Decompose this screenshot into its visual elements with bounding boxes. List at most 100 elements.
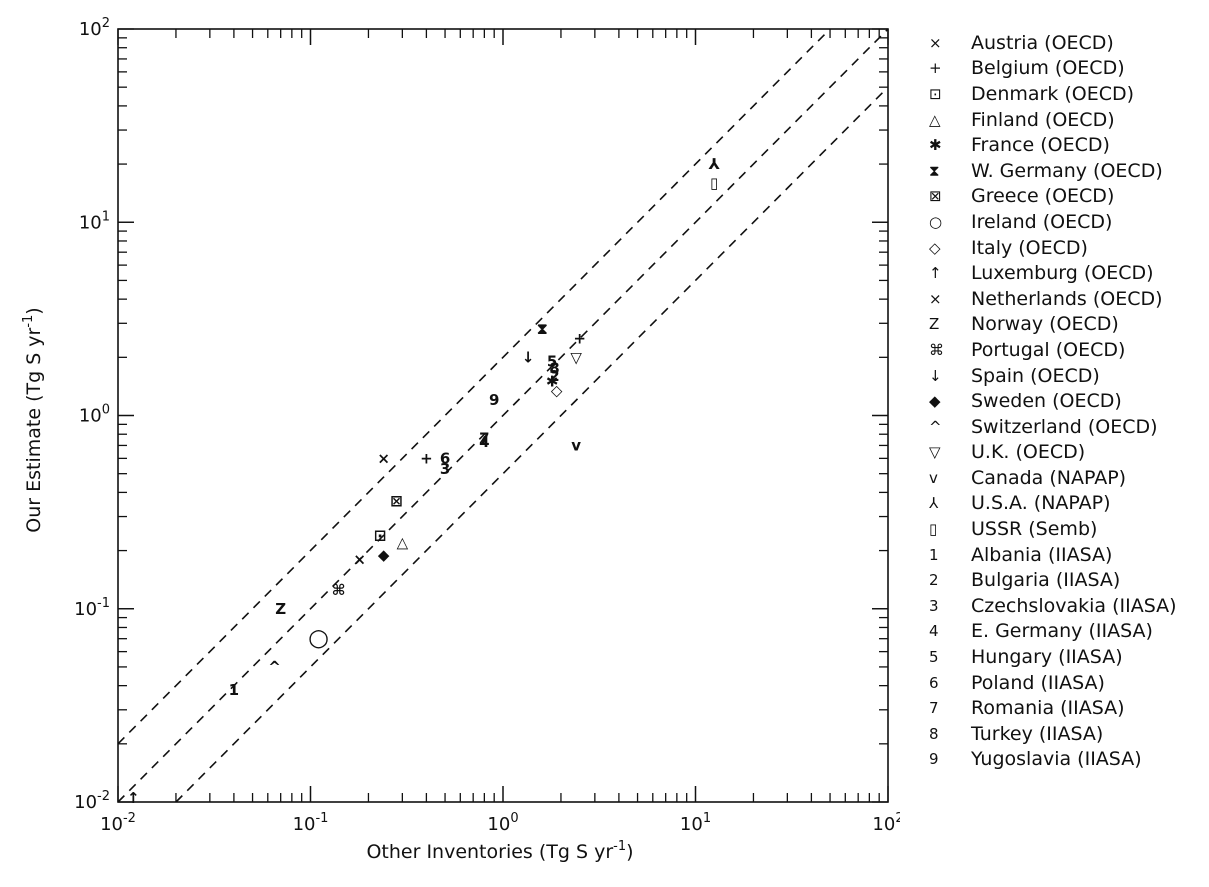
legend-item: ⊠ Greece (OECD) bbox=[925, 184, 1205, 210]
legend-item: ^ Switzerland (OECD) bbox=[925, 414, 1205, 440]
data-point: ◆ bbox=[378, 546, 390, 564]
data-point: ⧗ bbox=[537, 320, 548, 338]
legend-item: 8 Turkey (IIASA) bbox=[925, 721, 1205, 747]
legend-marker: ⊠ bbox=[929, 187, 942, 206]
legend-label: Romania (IIASA) bbox=[971, 697, 1125, 720]
data-point: ⨯ bbox=[377, 449, 390, 467]
legend-marker: 8 bbox=[929, 724, 939, 743]
reference-lines bbox=[117, 28, 889, 803]
legend-marker: 7 bbox=[929, 699, 939, 718]
legend-marker: ○ bbox=[929, 212, 943, 231]
legend-label: Norway (OECD) bbox=[971, 313, 1119, 336]
legend-label: Canada (NAPAP) bbox=[971, 466, 1127, 489]
legend-item: ◇ Italy (OECD) bbox=[925, 235, 1205, 261]
legend-marker: ^ bbox=[929, 417, 942, 436]
data-point: 4 bbox=[479, 433, 489, 451]
axis-ticks bbox=[117, 28, 889, 803]
y-tick-label: 101 bbox=[79, 209, 110, 233]
legend-marker: Z bbox=[929, 315, 940, 334]
legend-label: U.S.A. (NAPAP) bbox=[971, 492, 1111, 515]
legend-label: Ireland (OECD) bbox=[971, 210, 1113, 233]
legend-marker: × bbox=[929, 33, 942, 52]
legend-marker: ⊡ bbox=[929, 84, 942, 103]
legend-item: ▯ USSR (Semb) bbox=[925, 516, 1205, 542]
legend-item: 7 Romania (IIASA) bbox=[925, 695, 1205, 721]
legend-item: 1 Albania (IIASA) bbox=[925, 542, 1205, 568]
legend-label: Austria (OECD) bbox=[971, 31, 1114, 54]
legend-item: Z Norway (OECD) bbox=[925, 312, 1205, 338]
legend-marker: ✱ bbox=[929, 136, 942, 155]
legend-marker: 1 bbox=[929, 545, 939, 564]
data-point: 2 bbox=[549, 367, 559, 385]
legend-item: 3 Czechslovakia (IIASA) bbox=[925, 593, 1205, 619]
legend-item: ⨯ Netherlands (OECD) bbox=[925, 286, 1205, 312]
legend-marker: 4 bbox=[929, 622, 939, 641]
legend-label: W. Germany (OECD) bbox=[971, 159, 1163, 182]
legend-marker: 3 bbox=[929, 596, 939, 615]
data-point: ↓ bbox=[522, 348, 535, 366]
legend-item: 5 Hungary (IIASA) bbox=[925, 644, 1205, 670]
data-point: 8 bbox=[549, 360, 559, 378]
legend-label: Spain (OECD) bbox=[971, 364, 1100, 387]
y-tick-label: 10-2 bbox=[74, 789, 110, 813]
scatter-chart: 10-2 10-1 100 101 102 10-2 10-1 100 101 102 × + + ⊡ △… bbox=[21, 16, 900, 863]
y-tick-label: 102 bbox=[79, 16, 110, 40]
data-point: △ bbox=[397, 534, 409, 552]
data-point: + bbox=[420, 449, 433, 467]
x-tick-label: 10-2 bbox=[100, 811, 136, 835]
legend-label: Turkey (IIASA) bbox=[971, 722, 1104, 745]
legend-label: Albania (IIASA) bbox=[971, 543, 1113, 566]
legend-item: + Belgium (OECD) bbox=[925, 56, 1205, 82]
reference-line-2 bbox=[117, 28, 889, 803]
legend: × Austria (OECD) + Belgium (OECD) ⊡ Denmark (… bbox=[925, 30, 1205, 772]
data-point: × bbox=[353, 550, 366, 568]
data-point: ⊡ bbox=[374, 526, 387, 544]
data-point: 3 bbox=[440, 460, 450, 478]
legend-label: U.K. (OECD) bbox=[971, 441, 1086, 464]
legend-label: Portugal (OECD) bbox=[971, 338, 1126, 361]
legend-label: Hungary (IIASA) bbox=[971, 646, 1123, 669]
legend-label: Bulgaria (IIASA) bbox=[971, 569, 1121, 592]
legend-label: France (OECD) bbox=[971, 134, 1110, 157]
legend-label: Italy (OECD) bbox=[971, 236, 1088, 259]
legend-marker: 9 bbox=[929, 750, 939, 769]
legend-label: E. Germany (IIASA) bbox=[971, 620, 1153, 643]
data-points: × + + ⊡ △ ✱ ⧗ ⊠ ○ ◇ ↑ ⨯ Z ⌘ ↓ ◆ ^ ▽ v ⅄▯ 1 2 3 4 5 6 7 8 9 bbox=[127, 155, 720, 807]
data-point: ⌘ bbox=[332, 581, 346, 599]
y-axis-label: Our Estimate (Tg S yr-1) bbox=[21, 307, 45, 532]
legend-marker: ◇ bbox=[929, 238, 941, 257]
data-point: ^ bbox=[268, 658, 281, 676]
legend-marker: ⧗ bbox=[929, 161, 940, 180]
legend-item: ⌘ Portugal (OECD) bbox=[925, 337, 1205, 363]
reference-line-1 bbox=[175, 86, 889, 803]
legend-label: Finland (OECD) bbox=[971, 108, 1115, 131]
legend-marker: ⅄ bbox=[929, 494, 939, 513]
legend-label: Denmark (OECD) bbox=[971, 82, 1135, 105]
x-axis-label: Other Inventories (Tg S yr-1) bbox=[366, 839, 633, 863]
legend-label: Switzerland (OECD) bbox=[971, 415, 1158, 438]
legend-marker: ▽ bbox=[929, 443, 941, 462]
data-point: v bbox=[571, 436, 581, 454]
legend-marker: ↑ bbox=[929, 264, 942, 283]
legend-item: ◆ Sweden (OECD) bbox=[925, 388, 1205, 414]
data-point: ⊠ bbox=[390, 492, 403, 510]
legend-item: 4 E. Germany (IIASA) bbox=[925, 619, 1205, 645]
x-tick-label: 101 bbox=[680, 811, 711, 835]
data-point: 6 bbox=[440, 449, 450, 467]
x-tick-label: 10-1 bbox=[293, 811, 329, 835]
legend-marker: + bbox=[929, 59, 942, 78]
legend-item: ⧗ W. Germany (OECD) bbox=[925, 158, 1205, 184]
y-tick-label: 100 bbox=[79, 403, 110, 427]
data-point: Z bbox=[275, 600, 286, 618]
legend-marker: 2 bbox=[929, 571, 939, 590]
data-point: 7 bbox=[479, 430, 489, 448]
legend-label: Sweden (OECD) bbox=[971, 390, 1122, 413]
legend-item: 9 Yugoslavia (IIASA) bbox=[925, 747, 1205, 773]
data-point: 5 bbox=[547, 353, 557, 371]
legend-item: ○ Ireland (OECD) bbox=[925, 209, 1205, 235]
data-point: ▯ bbox=[710, 174, 718, 192]
legend-label: Belgium (OECD) bbox=[971, 57, 1125, 80]
legend-item: ⊡ Denmark (OECD) bbox=[925, 81, 1205, 107]
legend-item: ▽ U.K. (OECD) bbox=[925, 440, 1205, 466]
legend-label: Luxemburg (OECD) bbox=[971, 262, 1154, 285]
